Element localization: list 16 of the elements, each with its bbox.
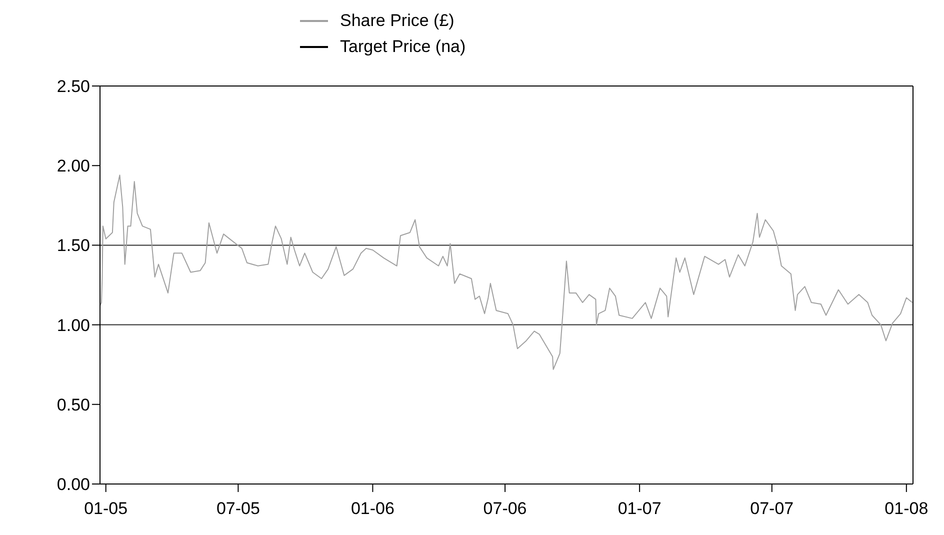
- y-tick-label: 2.50: [56, 77, 90, 96]
- x-tick-label: 07-07: [750, 499, 794, 518]
- x-tick-label: 07-05: [216, 499, 260, 518]
- y-tick-label: 1.00: [56, 316, 90, 335]
- line-series: [100, 174, 913, 370]
- x-tick-label: 01-06: [350, 499, 394, 518]
- x-tick-label: 07-06: [483, 499, 527, 518]
- x-tick-label: 01-08: [884, 499, 928, 518]
- y-tick-label: 0.50: [56, 395, 90, 414]
- y-tick-label: 1.50: [56, 236, 90, 256]
- y-tick-label: 2.00: [56, 156, 90, 176]
- y-tick-label: 0.00: [56, 475, 90, 494]
- x-tick-label: 01-07: [618, 499, 662, 518]
- x-tick-label: 01-05: [84, 499, 128, 518]
- legend-label: Share Price (£): [340, 11, 454, 31]
- legend-label: Target Price (na): [340, 37, 466, 57]
